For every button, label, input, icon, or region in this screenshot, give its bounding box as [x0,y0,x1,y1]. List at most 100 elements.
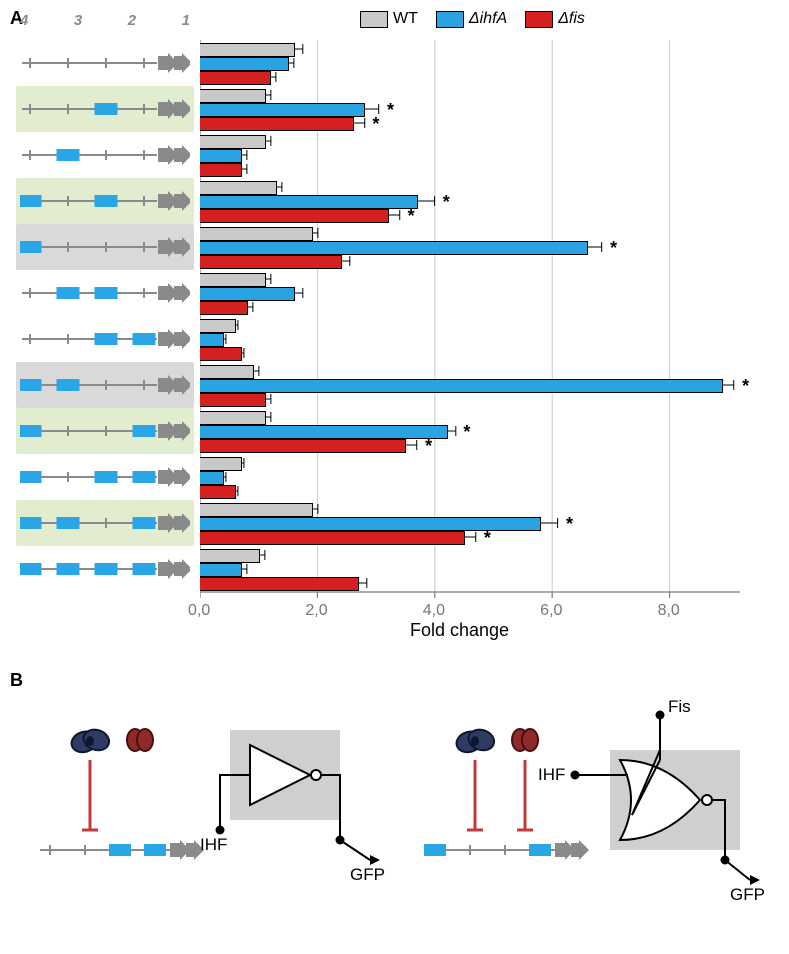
significance-marker: * [484,528,491,549]
legend-swatch [525,11,553,28]
construct-row [20,408,190,454]
panel-label-b: B [10,670,23,691]
svg-text:IHF: IHF [538,765,565,784]
bar-fis [200,531,465,545]
construct-icon [20,188,190,214]
pos-4: 4 [20,12,28,29]
legend-swatch [436,11,464,28]
bar-wt [200,273,266,287]
construct-icon [20,418,190,444]
construct-row [20,454,190,500]
bar-wt [200,43,295,57]
bar-fis [200,209,389,223]
bar-ihfa [200,241,588,255]
construct-icon [20,464,190,490]
construct-icon [20,326,190,352]
bar-fis [200,393,266,407]
bar-ihfa [200,379,723,393]
bar-fis [200,439,406,453]
significance-marker: * [742,376,749,397]
panel-b: IHF GFP IHF Fis GFP [20,700,770,940]
significance-marker: * [387,100,394,121]
construct-icon [20,556,190,582]
pos-2: 2 [128,12,136,29]
legend-label: WT [393,10,418,28]
bar-wt [200,181,277,195]
bar-wt [200,227,313,241]
construct-icon [20,142,190,168]
bar-ihfa [200,333,224,347]
significance-marker: * [425,436,432,457]
significance-marker: * [463,422,470,443]
bar-fis [200,347,242,361]
legend-swatch [360,11,388,28]
barchart: WTΔihfAΔfis ********** 0,02,04,06,08,0 F… [200,40,740,600]
construct-row [20,132,190,178]
bar-wt [200,503,313,517]
panel-a: 4 3 2 1 WTΔihfAΔfis ********** 0,02,04,0… [20,40,770,640]
construct-icon [20,372,190,398]
bar-wt [200,135,266,149]
bar-ihfa [200,563,242,577]
bar-ihfa [200,287,295,301]
svg-text:Fis: Fis [668,700,691,716]
construct-row [20,316,190,362]
bar-ihfa [200,103,365,117]
bar-wt [200,411,266,425]
construct-numbers: 4 3 2 1 [20,12,190,29]
bar-wt [200,319,236,333]
construct-row [20,270,190,316]
construct-row [20,224,190,270]
bar-ihfa [200,471,224,485]
construct-icon [20,96,190,122]
legend-item: Δfis [525,10,585,28]
bar-fis [200,301,248,315]
bar-wt [200,457,242,471]
significance-marker: * [566,514,573,535]
bar-fis [200,163,242,177]
panel-b-diagram: IHF GFP IHF Fis GFP [20,700,770,940]
construct-row [20,178,190,224]
bar-wt [200,89,266,103]
bar-ihfa [200,57,289,71]
significance-marker: * [408,206,415,227]
construct-icon [20,50,190,76]
construct-icon [20,280,190,306]
pos-3: 3 [74,12,82,29]
legend-item: ΔihfA [436,10,507,28]
construct-row [20,362,190,408]
legend-item: WT [360,10,418,28]
legend: WT ΔihfA Δfis [360,10,585,28]
svg-text:IHF: IHF [200,835,227,854]
significance-marker: * [610,238,617,259]
x-tick-label: 6,0 [540,602,562,620]
construct-row [20,86,190,132]
bar-fis [200,117,354,131]
bar-wt [200,365,254,379]
construct-row [20,546,190,592]
construct-icon [20,510,190,536]
pos-1: 1 [182,12,190,29]
legend-label: ΔihfA [469,10,507,28]
bar-ihfa [200,149,242,163]
legend-label: Δfis [558,10,585,28]
construct-row [20,40,190,86]
bar-fis [200,71,271,85]
x-tick-label: 0,0 [188,602,210,620]
svg-text:GFP: GFP [350,865,385,884]
x-axis-label: Fold change [410,620,509,641]
construct-icon [20,234,190,260]
bar-fis [200,577,359,591]
bar-fis [200,255,342,269]
construct-row [20,500,190,546]
x-tick-label: 8,0 [658,602,680,620]
svg-text:GFP: GFP [730,885,765,904]
bar-fis [200,485,236,499]
significance-marker: * [372,114,379,135]
bar-wt [200,549,260,563]
x-tick-label: 4,0 [423,602,445,620]
significance-marker: * [443,192,450,213]
x-tick-label: 2,0 [305,602,327,620]
bar-ihfa [200,425,448,439]
bar-ihfa [200,195,418,209]
